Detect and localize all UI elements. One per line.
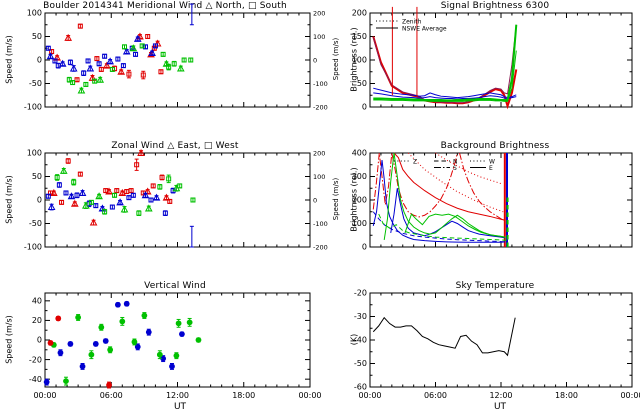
panel-background-brightness: Background Brightness Brightness (rel.) … (320, 140, 640, 280)
svg-text:0: 0 (37, 56, 42, 65)
svg-text:100: 100 (352, 56, 367, 65)
svg-text:0: 0 (362, 243, 367, 252)
plot-meridional-wind: -100 -200 -50 -100 0 0 50 100 100 200 (24, 3, 328, 112)
panel-vertical-wind: Vertical Wind Speed (m/s) 00:00 06:00 12:0… (0, 280, 322, 420)
svg-text:-100: -100 (313, 80, 328, 88)
svg-text:N: N (453, 159, 458, 166)
svg-text:00:00: 00:00 (358, 391, 381, 400)
svg-text:50: 50 (32, 172, 42, 181)
svg-text:-100: -100 (313, 220, 328, 228)
svg-text:-60: -60 (354, 383, 367, 392)
svg-text:18:00: 18:00 (232, 391, 255, 400)
svg-text:18:00: 18:00 (555, 391, 578, 400)
svg-text:12:00: 12:00 (166, 391, 189, 400)
svg-text:200: 200 (313, 10, 325, 18)
svg-text:-50: -50 (354, 359, 367, 368)
svg-text:200: 200 (313, 150, 325, 158)
panel-title-signal: Signal Brightness 6300 (440, 1, 550, 11)
panel-signal-brightness: Signal Brightness 6300 Brightness (rel.)… (320, 0, 640, 140)
svg-text:00:00: 00:00 (620, 391, 640, 400)
svg-text:100: 100 (27, 9, 42, 18)
svg-text:06:00: 06:00 (100, 391, 123, 400)
panel-title-zonal: Zonal Wind △ East, □ West (111, 141, 239, 151)
svg-text:S: S (453, 165, 457, 172)
plot-vertical-wind: 00:00 06:00 12:00 18:00 00:00 -40 -20 0 20 40 (29, 292, 322, 400)
svg-text:12:00: 12:00 (489, 391, 512, 400)
x-axis-label-vertical: UT (173, 402, 187, 412)
panel-title-vertical: Vertical Wind (144, 281, 206, 291)
svg-text:Z: Z (413, 159, 417, 166)
svg-text:E: E (489, 165, 493, 172)
svg-text:-20: -20 (354, 289, 367, 298)
svg-text:00:00: 00:00 (298, 391, 321, 400)
svg-text:-50: -50 (29, 219, 42, 228)
svg-text:W: W (489, 159, 495, 166)
svg-text:0: 0 (362, 103, 367, 112)
svg-text:50: 50 (357, 79, 367, 88)
x-axis-label-skytemp: UT (493, 402, 507, 412)
svg-text:200: 200 (352, 9, 367, 18)
svg-text:100: 100 (352, 219, 367, 228)
svg-text:40: 40 (32, 297, 42, 306)
panel-title-meridional: Boulder 2014341 Meridional Wind △ North,… (43, 1, 287, 11)
plot-zonal-wind: -100 -200 -50 -100 0 0 50 100 100 200 (24, 149, 328, 252)
svg-text:-20: -20 (29, 355, 42, 364)
plot-background-brightness: 0 100 200 300 400 Z NS WE (352, 149, 633, 252)
svg-text:-30: -30 (354, 312, 367, 321)
svg-text:-200: -200 (313, 104, 328, 112)
svg-text:100: 100 (313, 173, 325, 181)
svg-text:-100: -100 (24, 103, 42, 112)
svg-text:0: 0 (313, 57, 317, 65)
panel-title-background: Background Brightness (440, 141, 550, 151)
svg-text:100: 100 (27, 149, 42, 158)
panel-sky-temperature: Sky Temperature (K) 00:00 06:00 12:00 18:00… (320, 280, 640, 420)
panel-meridional-wind: Boulder 2014341 Meridional Wind △ North,… (0, 0, 341, 140)
panel-title-skytemp: Sky Temperature (455, 281, 535, 291)
svg-text:150: 150 (352, 32, 367, 41)
svg-text:0: 0 (37, 336, 42, 345)
svg-text:0: 0 (313, 197, 317, 205)
panel-zonal-wind: Zonal Wind △ East, □ West Speed (m/s) Sp… (0, 140, 341, 280)
svg-text:-200: -200 (313, 244, 328, 252)
svg-text:NSWE Average: NSWE Average (402, 26, 447, 33)
svg-text:00:00: 00:00 (33, 391, 56, 400)
svg-text:300: 300 (352, 172, 367, 181)
svg-text:-50: -50 (29, 79, 42, 88)
svg-text:-40: -40 (29, 375, 42, 384)
svg-text:06:00: 06:00 (424, 391, 447, 400)
svg-text:-100: -100 (24, 243, 42, 252)
svg-text:Zenith: Zenith (402, 19, 422, 26)
svg-text:400: 400 (352, 149, 367, 158)
svg-text:-40: -40 (354, 336, 367, 345)
svg-text:200: 200 (352, 196, 367, 205)
svg-text:100: 100 (313, 33, 325, 41)
svg-text:0: 0 (37, 196, 42, 205)
svg-text:20: 20 (32, 316, 42, 325)
svg-text:50: 50 (32, 32, 42, 41)
